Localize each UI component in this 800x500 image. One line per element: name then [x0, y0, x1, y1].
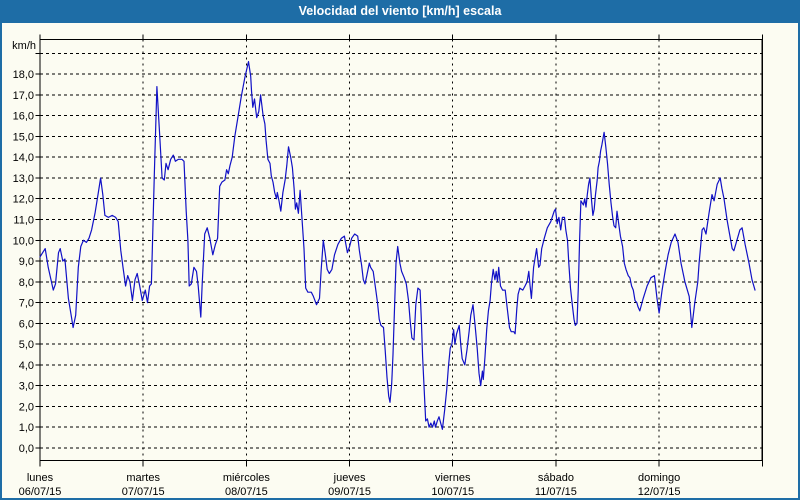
day-name-label: sábado: [538, 472, 574, 484]
y-tick-label: 2,0: [19, 401, 34, 413]
y-tick-label: 7,0: [19, 298, 34, 310]
y-tick-label: 4,0: [19, 360, 34, 372]
day-name-label: domingo: [638, 472, 680, 484]
page-title: Velocidad del viento [km/h] escala: [298, 4, 502, 18]
y-tick-label: 12,0: [13, 194, 34, 206]
plot-border: [39, 38, 763, 462]
day-date-label: 06/07/15: [19, 486, 62, 498]
y-tick-label: 8,0: [19, 277, 34, 289]
day-date-label: 07/07/15: [122, 486, 165, 498]
day-date-label: 11/07/15: [535, 486, 577, 498]
day-date-label: 10/07/15: [431, 486, 474, 498]
y-tick-label: 17,0: [13, 90, 34, 102]
y-tick-label: 9,0: [19, 256, 34, 268]
y-tick-label: 13,0: [13, 173, 34, 185]
day-name-label: lunes: [27, 472, 54, 484]
day-date-label: 12/07/15: [638, 486, 681, 498]
title-bar: Velocidad del viento [km/h] escala: [0, 0, 800, 23]
day-name-label: miércoles: [223, 472, 271, 484]
y-tick-label: 5,0: [19, 339, 34, 351]
y-tick-label: 11,0: [13, 215, 34, 227]
y-tick-label: 3,0: [19, 381, 34, 393]
day-name-label: martes: [126, 472, 160, 484]
y-tick-label: 14,0: [13, 152, 34, 164]
y-tick-label: 1,0: [19, 422, 34, 434]
y-tick-label: 6,0: [19, 318, 34, 330]
y-axis-unit-label: km/h: [12, 40, 36, 52]
y-tick-label: 15,0: [13, 131, 34, 143]
y-tick-label: 16,0: [13, 111, 34, 123]
y-tick-label: 0,0: [19, 443, 34, 455]
y-tick-label: 10,0: [13, 235, 34, 247]
day-name-label: jueves: [333, 472, 366, 484]
day-date-label: 09/07/15: [328, 486, 371, 498]
day-date-label: 08/07/15: [225, 486, 268, 498]
wind-speed-line: [39, 60, 756, 430]
day-name-label: viernes: [435, 472, 471, 484]
y-tick-label: 18,0: [13, 69, 34, 81]
